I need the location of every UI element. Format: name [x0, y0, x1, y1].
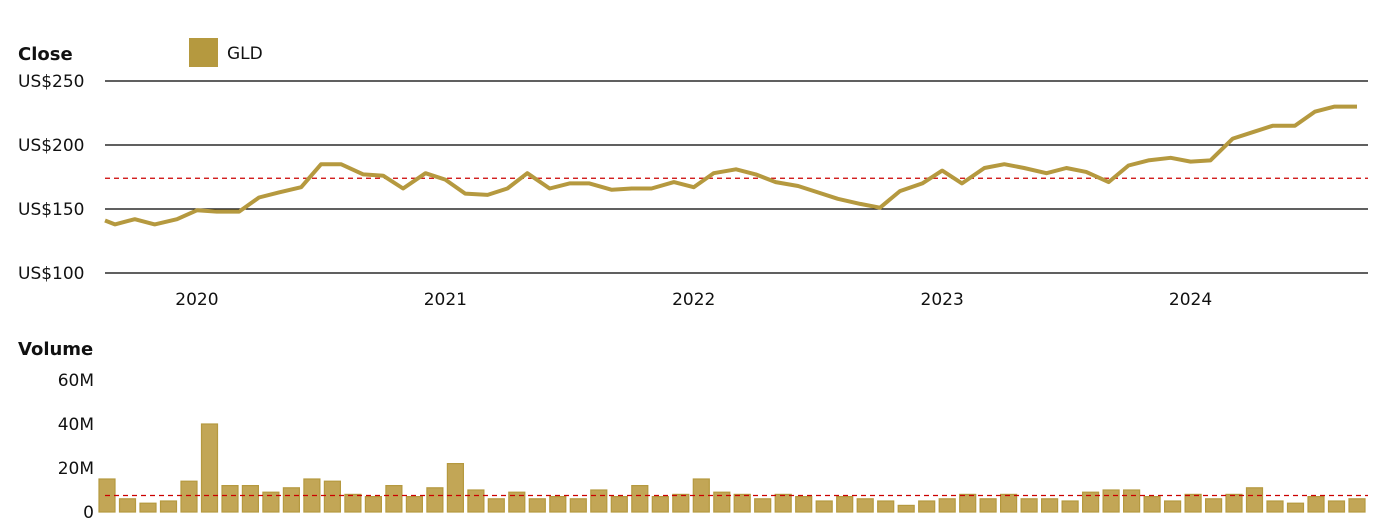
- close-series-line: [104, 104, 1357, 227]
- volume-bar: [856, 498, 874, 513]
- volume-bar: [1102, 489, 1120, 513]
- volume-y-tick-label: 40M: [58, 415, 94, 435]
- volume-bar: [282, 487, 300, 513]
- volume-bar: [426, 487, 444, 513]
- volume-bar: [1184, 493, 1202, 513]
- volume-bar: [262, 491, 280, 513]
- volume-bar: [1348, 498, 1366, 513]
- close-y-tick-label: US$150: [18, 200, 85, 220]
- volume-bar: [610, 496, 628, 513]
- close-x-tick-label: 2024: [1169, 290, 1212, 310]
- volume-bar: [733, 493, 751, 513]
- volume-bar: [1020, 498, 1038, 513]
- volume-chart-title: Volume: [18, 339, 93, 360]
- volume-bar: [1245, 487, 1264, 513]
- close-y-tick-label: US$100: [18, 264, 85, 284]
- volume-chart: Volume 0 20M 40M 60M: [18, 339, 1368, 523]
- volume-bar: [508, 491, 526, 513]
- volume-bar: [569, 498, 587, 513]
- volume-y-tick-label: 20M: [58, 459, 94, 479]
- volume-bar: [1040, 498, 1059, 513]
- volume-bar: [979, 498, 997, 513]
- close-y-tick-label: US$250: [18, 72, 85, 92]
- volume-bar: [754, 498, 772, 513]
- volume-bar: [1266, 500, 1284, 513]
- volume-bar: [323, 480, 341, 513]
- volume-bar: [385, 485, 403, 513]
- volume-bar: [487, 498, 505, 513]
- volume-bars: [98, 423, 1366, 513]
- volume-bar: [1204, 498, 1223, 513]
- volume-bar: [672, 493, 690, 513]
- close-x-tick-label: 2020: [175, 290, 218, 310]
- volume-bar: [221, 485, 239, 513]
- volume-bar: [1225, 493, 1243, 513]
- volume-bar: [938, 498, 956, 513]
- volume-bar: [549, 496, 567, 513]
- volume-bar: [713, 491, 731, 513]
- close-x-tick-label: 2021: [424, 290, 467, 310]
- volume-bar: [1307, 496, 1325, 513]
- volume-bar: [118, 498, 137, 513]
- volume-bar: [528, 498, 546, 513]
- volume-bar: [405, 496, 423, 513]
- volume-y-axis: 0 20M 40M 60M: [58, 371, 94, 523]
- volume-bar: [1327, 500, 1346, 513]
- volume-bar: [159, 500, 178, 513]
- volume-y-tick-label: 60M: [58, 371, 94, 391]
- close-y-axis: US$100 US$150 US$200 US$250: [18, 72, 85, 284]
- legend: GLD: [189, 38, 263, 67]
- volume-bar: [959, 493, 977, 513]
- volume-y-tick-label: 0: [83, 503, 94, 523]
- volume-bar: [1143, 496, 1161, 513]
- volume-bar: [1163, 500, 1182, 513]
- volume-bar: [1081, 491, 1100, 513]
- volume-bar: [999, 493, 1018, 513]
- volume-bar: [467, 489, 485, 513]
- volume-bar: [180, 480, 198, 513]
- volume-bar: [774, 493, 792, 513]
- volume-bar: [795, 496, 813, 513]
- close-x-axis: 2020 2021 2022 2023 2024: [175, 290, 1212, 310]
- close-x-tick-label: 2022: [672, 290, 715, 310]
- volume-bar: [815, 500, 833, 513]
- volume-bar: [200, 423, 219, 513]
- volume-bar: [631, 485, 649, 513]
- volume-bar: [139, 502, 157, 513]
- volume-bar: [344, 493, 362, 513]
- volume-bar: [446, 463, 464, 513]
- legend-label-gld: GLD: [227, 44, 263, 64]
- volume-bar: [364, 496, 382, 513]
- volume-bar: [1122, 489, 1141, 513]
- volume-bar: [241, 485, 259, 513]
- volume-bar: [1286, 502, 1305, 513]
- volume-bar: [877, 500, 895, 513]
- close-gridlines: [105, 80, 1368, 274]
- legend-swatch-gld: [189, 38, 218, 67]
- close-chart-title: Close: [18, 44, 73, 65]
- close-x-tick-label: 2023: [921, 290, 964, 310]
- volume-bar: [1061, 500, 1079, 513]
- volume-bar: [590, 489, 608, 513]
- volume-bar: [836, 496, 854, 513]
- volume-bar: [897, 504, 915, 513]
- close-y-tick-label: US$200: [18, 136, 85, 156]
- volume-bar: [651, 496, 669, 513]
- volume-bar: [918, 500, 936, 513]
